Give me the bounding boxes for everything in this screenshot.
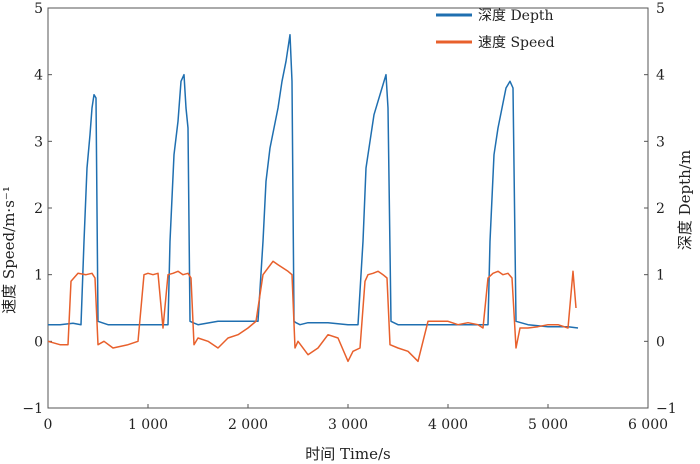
y-tick-label-right: 3	[656, 134, 665, 150]
y-axis-title-left: 速度 Speed/m·s⁻¹	[0, 186, 18, 314]
speed-series-line	[47, 260, 577, 363]
y-axis-right: −1 0 1 2 3 4 5	[644, 1, 677, 417]
plot-frame	[47, 7, 649, 409]
series-layer	[47, 33, 579, 363]
y-tick-label-left: 1	[34, 268, 43, 284]
y-tick-label-right: 2	[656, 201, 665, 217]
y-tick-label-left: 5	[34, 1, 43, 17]
x-tick-label: 4 000	[428, 417, 468, 433]
x-tick-label: 5 000	[528, 417, 568, 433]
x-tick-label: 3 000	[328, 417, 368, 433]
y-tick-label-right: −1	[656, 401, 677, 417]
plot-area	[47, 7, 649, 409]
y-tick-label-right: 5	[656, 1, 665, 17]
y-tick-label-left: 2	[34, 201, 43, 217]
legend: 深度 Depth 速度 Speed	[436, 8, 555, 51]
x-tick-label: 0	[44, 417, 53, 433]
y-tick-label-right: 4	[656, 68, 665, 84]
y-tick-label-left: 3	[34, 134, 43, 150]
legend-label: 速度 Speed	[478, 35, 555, 51]
y-tick-label-right: 1	[656, 268, 665, 284]
y-axis-title-right: 深度 Depth/m	[676, 150, 694, 250]
y-tick-label-left: 0	[34, 334, 43, 350]
y-tick-label-left: 4	[34, 68, 43, 84]
legend-label: 深度 Depth	[478, 8, 554, 24]
x-tick-label: 6 000	[628, 417, 668, 433]
y-tick-label-left: −1	[22, 401, 43, 417]
depth-series-line	[48, 33, 579, 329]
y-tick-label-right: 0	[656, 334, 665, 350]
x-tick-label: 2 000	[228, 417, 268, 433]
x-tick-label: 1 000	[128, 417, 168, 433]
x-axis: 0 1 000 2 000 3 000 4 000 5 000 6 000	[44, 404, 668, 433]
y-axis-left: −1 0 1 2 3 4 5	[22, 1, 52, 417]
x-axis-title: 时间 Time/s	[305, 445, 390, 463]
